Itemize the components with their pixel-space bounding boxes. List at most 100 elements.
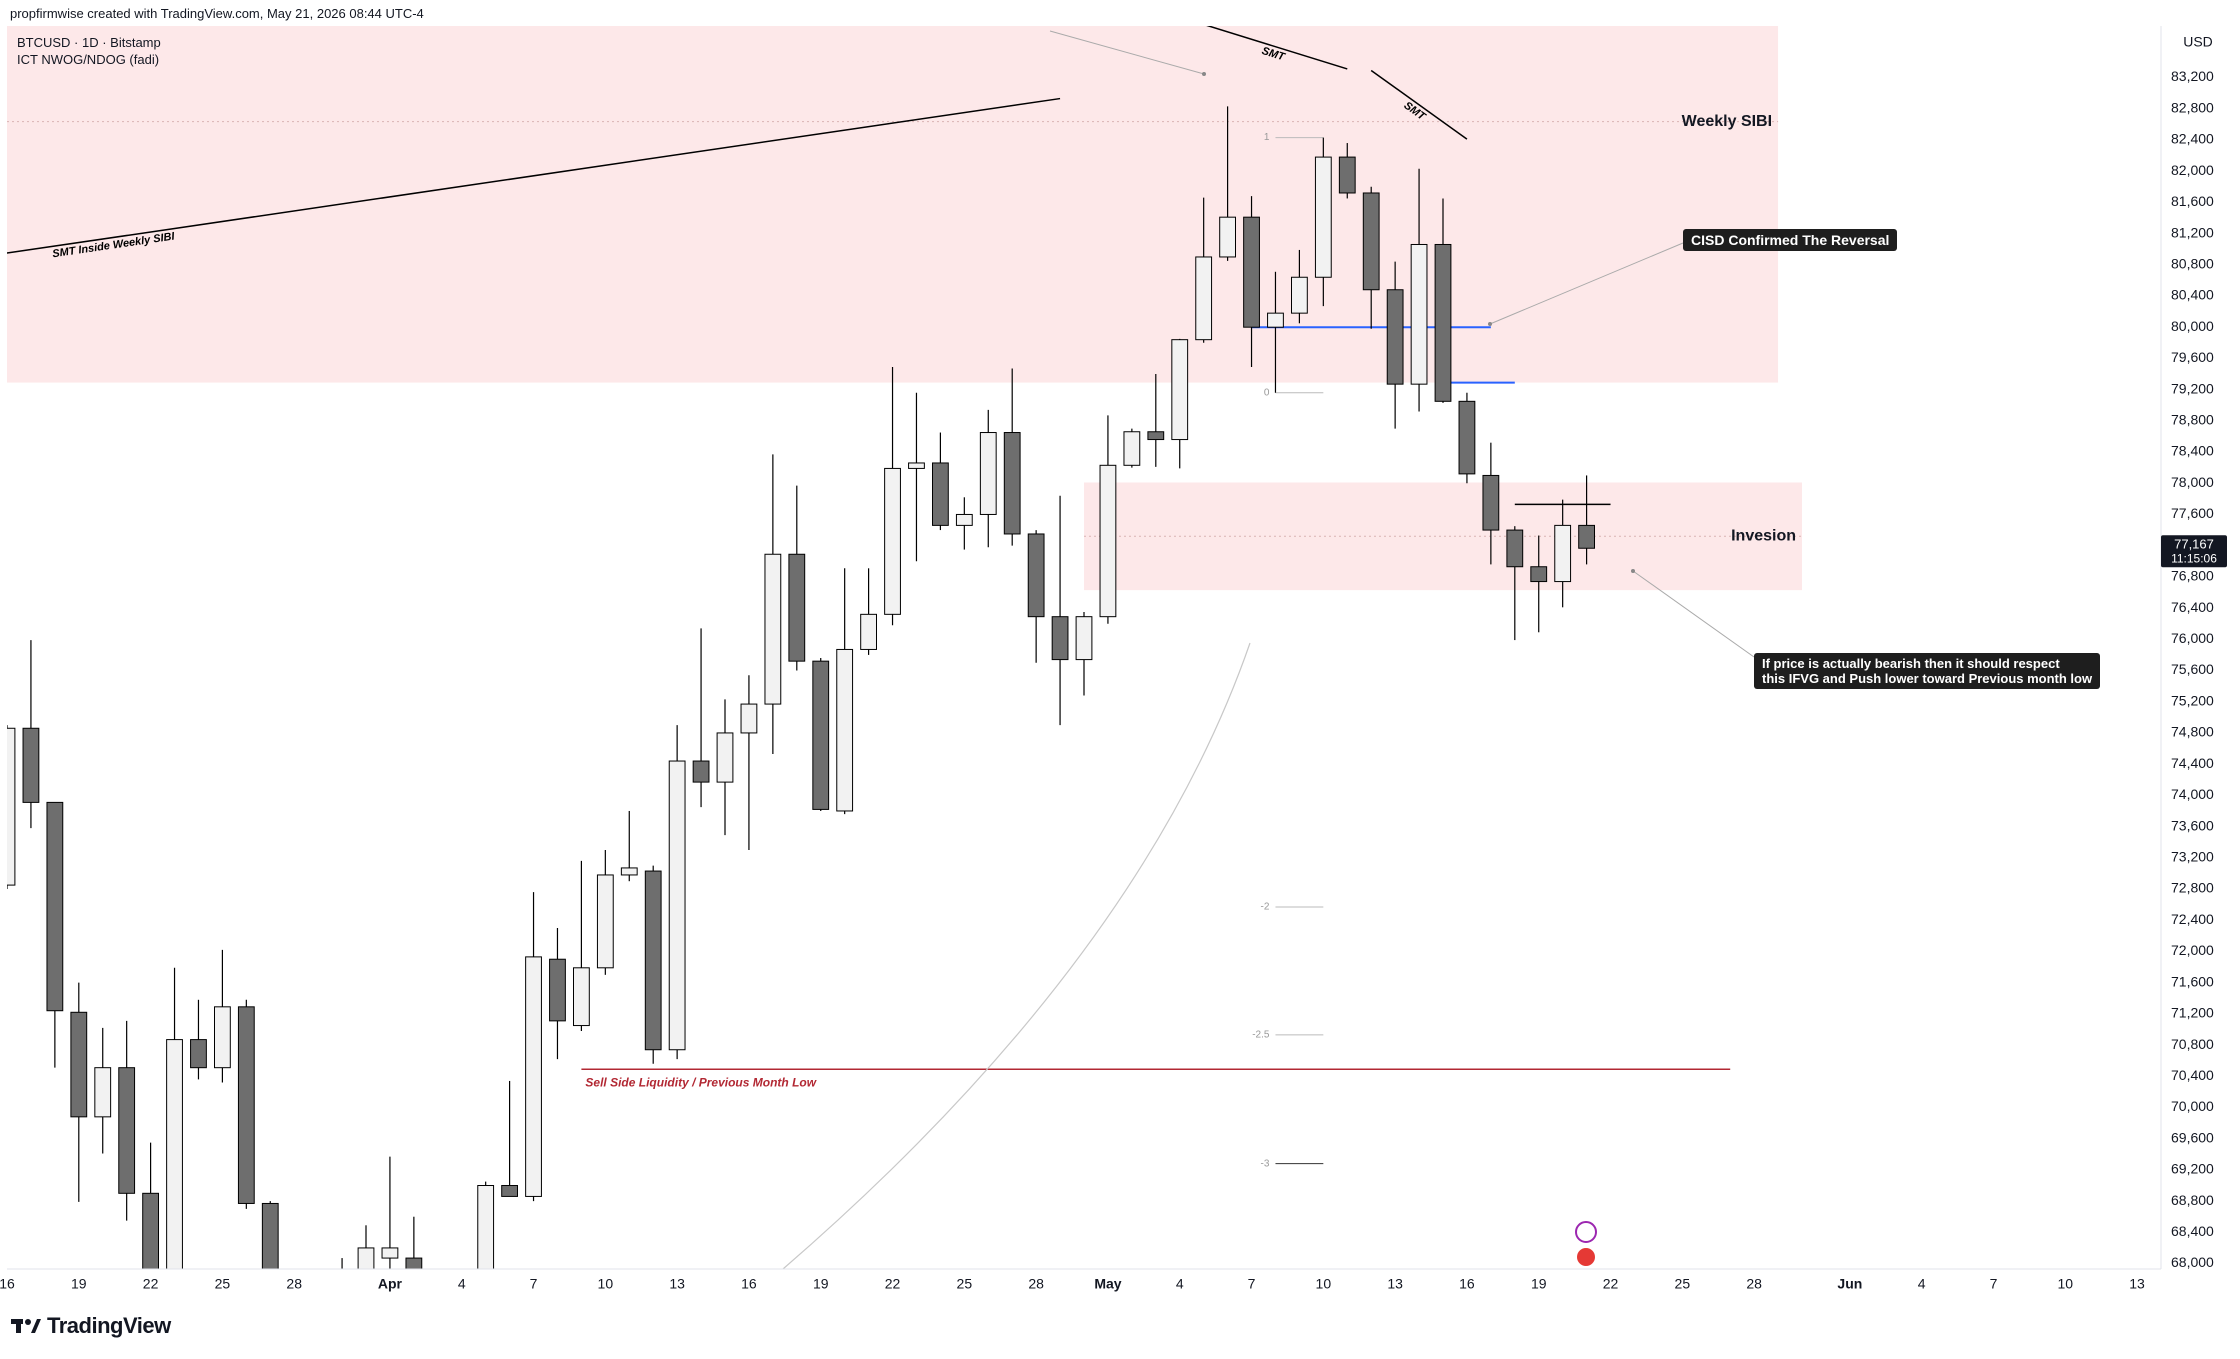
candle-body: [1003, 432, 1021, 535]
arc: [782, 642, 1251, 1270]
candle-body: [190, 1039, 207, 1069]
x-tick-label: 25: [1675, 1276, 1691, 1292]
y-tick-label: 81,200: [2171, 224, 2214, 240]
candle-body: [1291, 276, 1308, 314]
candle-body: [1530, 566, 1548, 583]
y-tick-label: 70,400: [2171, 1067, 2214, 1083]
currency[interactable]: USD: [2183, 34, 2213, 50]
y-tick-label: 69,200: [2171, 1161, 2214, 1177]
y-tick-label: 80,400: [2171, 287, 2214, 303]
x-tick-label: 16: [1459, 1276, 1475, 1292]
fib-label: -2.5: [1252, 1030, 1270, 1041]
candle-body: [836, 648, 854, 812]
zone: [7, 26, 1779, 383]
candle-body: [214, 1006, 231, 1069]
y-tick-label: 82,400: [2171, 131, 2214, 147]
x-tick-label: 22: [1603, 1276, 1619, 1292]
brand-logo: [11, 1319, 41, 1333]
y-tick-label: 74,000: [2171, 786, 2214, 802]
candle-body: [1219, 216, 1236, 258]
candle-body: [1051, 616, 1069, 661]
callout-line: If price is actually bearish then it sho…: [1762, 656, 2060, 671]
x-tick-label: 13: [1387, 1276, 1403, 1292]
indicator[interactable]: ICT NWOG/NDOG (fadi): [17, 52, 160, 67]
event-icon[interactable]: [1575, 1221, 1597, 1243]
x-tick-label: 28: [1028, 1276, 1044, 1292]
callout: If price is actually bearish then it sho…: [1754, 653, 2101, 689]
candle-body: [1147, 431, 1165, 441]
x-tick-label: 10: [1316, 1276, 1332, 1292]
x-tick-label: 10: [2057, 1276, 2073, 1292]
y-tick-label: 81,600: [2171, 193, 2214, 209]
y-tick-label: 75,200: [2171, 692, 2214, 708]
candle-body: [860, 613, 877, 650]
candle-body: [1099, 464, 1117, 618]
candle-body: [644, 870, 662, 1051]
y-tick-label: 83,200: [2171, 68, 2214, 84]
x-tick-label: 7: [1248, 1276, 1256, 1292]
candle-body: [740, 703, 758, 734]
brand[interactable]: TradingView: [11, 1313, 171, 1339]
line-label: Sell Side Liquidity / Previous Month Low: [585, 1075, 816, 1089]
candle-body: [1434, 243, 1452, 402]
y-tick-label: 74,400: [2171, 755, 2214, 771]
x-tick-label: 7: [530, 1276, 538, 1292]
symbol-line[interactable]: BTCUSD · 1D · Bitstamp: [17, 35, 161, 50]
candle-body: [1075, 616, 1093, 661]
x-tick-label: 25: [215, 1276, 231, 1292]
x-tick-label: 13: [2129, 1276, 2145, 1292]
x-tick-label: 19: [71, 1276, 87, 1292]
candle-body: [1267, 312, 1284, 328]
y-tick-label: 70,000: [2171, 1098, 2214, 1114]
callout-line: this IFVG and Push lower toward Previous…: [1762, 671, 2093, 686]
candle-body: [1410, 243, 1428, 385]
x-tick-label: 22: [143, 1276, 159, 1292]
y-tick-label: 68,800: [2171, 1192, 2214, 1208]
arrow-dot: [1202, 72, 1206, 76]
y-tick-label: 79,200: [2171, 380, 2214, 396]
zone: [1084, 482, 1802, 591]
countdown: 11:15:06: [2171, 551, 2217, 565]
y-tick-label: 78,800: [2171, 412, 2214, 428]
last-price: 77,167: [2174, 537, 2214, 552]
trend-line: [1206, 26, 1348, 70]
candle-body: [1171, 339, 1189, 441]
connector-dot: [1631, 569, 1635, 573]
y-tick-label: 72,000: [2171, 942, 2214, 958]
candle-body: [716, 732, 734, 783]
annotations: [7, 26, 2162, 1270]
y-tick-label: 68,000: [2171, 1254, 2214, 1270]
brand-name: TradingView: [47, 1313, 171, 1338]
y-tick-label: 69,600: [2171, 1129, 2214, 1145]
y-tick-label: 72,400: [2171, 911, 2214, 927]
fib-label: -2: [1261, 902, 1270, 913]
candle-body: [1458, 400, 1476, 475]
y-tick-label: 72,800: [2171, 880, 2214, 896]
fib-label: -3: [1261, 1158, 1270, 1169]
candle-body: [525, 956, 542, 1197]
callout: CISD Confirmed The Reversal: [1683, 229, 1898, 251]
x-tick-label: 16: [0, 1276, 15, 1292]
trend-line: [1370, 69, 1468, 140]
x-tick-label: 19: [813, 1276, 829, 1292]
candle-body: [1243, 216, 1260, 328]
x-tick-label: 4: [1176, 1276, 1184, 1292]
candle-body: [477, 1185, 495, 1269]
x-tick-label: 19: [1531, 1276, 1547, 1292]
y-tick-label: 75,600: [2171, 661, 2214, 677]
x-tick-label: 25: [957, 1276, 973, 1292]
connector: [1489, 242, 1684, 325]
event-icon[interactable]: [1575, 1246, 1597, 1268]
y-tick-label: 73,600: [2171, 817, 2214, 833]
fib-label: 1: [1264, 132, 1270, 143]
connector-dot: [1488, 322, 1492, 326]
candle-body: [788, 553, 806, 662]
y-tick-label: 73,200: [2171, 848, 2214, 864]
candle-body: [142, 1192, 159, 1269]
candle-body: [261, 1202, 279, 1269]
zone-label: Invesion: [1731, 528, 1796, 545]
connector: [1632, 570, 1755, 658]
callout-line: CISD Confirmed The Reversal: [1691, 232, 1890, 248]
y-tick-label: 79,600: [2171, 349, 2214, 365]
